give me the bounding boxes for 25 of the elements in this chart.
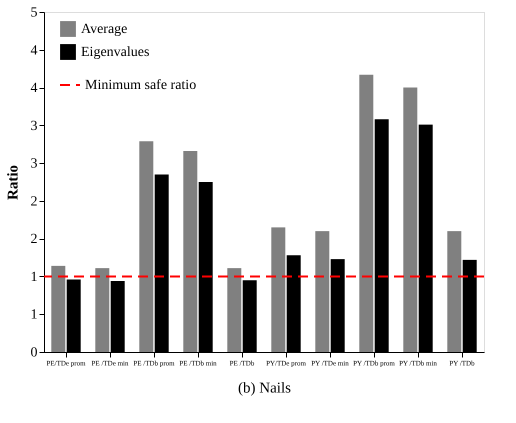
y-tick-label: 4 (30, 81, 38, 96)
y-tick-label: 3 (30, 156, 38, 172)
bar (227, 268, 242, 352)
legend-label: Minimum safe ratio (85, 78, 196, 93)
y-tick-label: 4 (30, 43, 38, 58)
legend-label: Average (81, 22, 128, 37)
x-axis-title: (b) Nails (238, 380, 292, 396)
bar (315, 231, 330, 352)
y-tick-label: 2 (30, 194, 38, 210)
bar (183, 151, 198, 352)
y-tick-label: 0 (30, 346, 38, 360)
y-tick-label: 3 (30, 118, 38, 134)
y-tick-label: 2 (30, 232, 38, 248)
bar (95, 268, 110, 352)
bar (139, 141, 154, 352)
bar (359, 74, 374, 352)
legend-label: Eigenvalues (81, 45, 150, 60)
bar (403, 88, 418, 352)
bar (51, 266, 66, 352)
bar (271, 227, 286, 352)
bar (447, 231, 462, 352)
y-tick-label: 5 (30, 6, 38, 20)
y-tick-label: 1 (30, 270, 38, 285)
y-axis-title: Ratio (6, 165, 22, 200)
y-tick-label: 1 (30, 308, 38, 323)
